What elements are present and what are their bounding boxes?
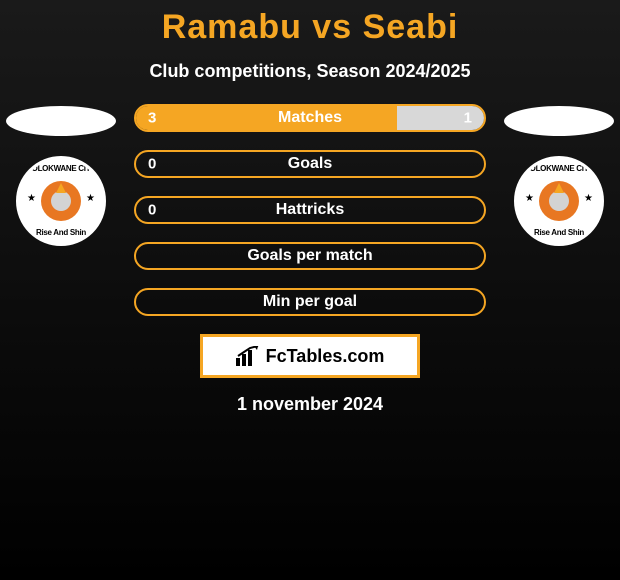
brand-chart-icon	[236, 346, 260, 366]
badge-top-text: POLOKWANE CITY	[19, 164, 103, 173]
stat-rows: 3 Matches 1 0 Goals 0 Hattricks Goals per match…	[134, 104, 486, 316]
flame-icon	[56, 183, 66, 193]
left-club-badge: POLOKWANE CITY ★★ Rise And Shin	[16, 156, 106, 246]
right-side: POLOKWANE CITY ★★ Rise And Shin	[504, 106, 614, 246]
badge-center-icon	[41, 181, 81, 221]
brand-text: FcTables.com	[266, 346, 385, 367]
stat-row: 0 Goals	[134, 150, 486, 178]
brand-box: FcTables.com	[200, 334, 420, 378]
page-title: Ramabu vs Seabi	[0, 0, 620, 47]
left-side: POLOKWANE CITY ★★ Rise And Shin	[6, 106, 116, 246]
stat-label: Goals per match	[247, 247, 372, 265]
flame-icon	[554, 183, 564, 193]
stat-row: 3 Matches 1	[134, 104, 486, 132]
badge-top-text: POLOKWANE CITY	[517, 164, 601, 173]
badge-center-icon	[539, 181, 579, 221]
left-name-ellipse	[6, 106, 116, 136]
subtitle: Club competitions, Season 2024/2025	[0, 61, 620, 82]
right-name-ellipse	[504, 106, 614, 136]
stat-label: Min per goal	[263, 293, 357, 311]
stat-label: Matches	[278, 109, 342, 127]
stat-row: Goals per match	[134, 242, 486, 270]
date-text: 1 november 2024	[0, 394, 620, 415]
badge-bottom-text: Rise And Shin	[517, 228, 601, 237]
stat-label: Hattricks	[276, 201, 344, 219]
ball-icon	[549, 191, 569, 211]
stat-value-left: 0	[148, 202, 156, 219]
comparison-layout: POLOKWANE CITY ★★ Rise And Shin 3 Matches…	[0, 106, 620, 316]
stat-label: Goals	[288, 155, 332, 173]
stat-row: Min per goal	[134, 288, 486, 316]
ball-icon	[51, 191, 71, 211]
stat-fill-left	[136, 106, 397, 130]
right-club-badge: POLOKWANE CITY ★★ Rise And Shin	[514, 156, 604, 246]
badge-bottom-text: Rise And Shin	[19, 228, 103, 237]
stat-value-left: 3	[148, 110, 156, 127]
stat-value-left: 0	[148, 156, 156, 173]
stat-row: 0 Hattricks	[134, 196, 486, 224]
stat-value-right: 1	[464, 110, 472, 127]
